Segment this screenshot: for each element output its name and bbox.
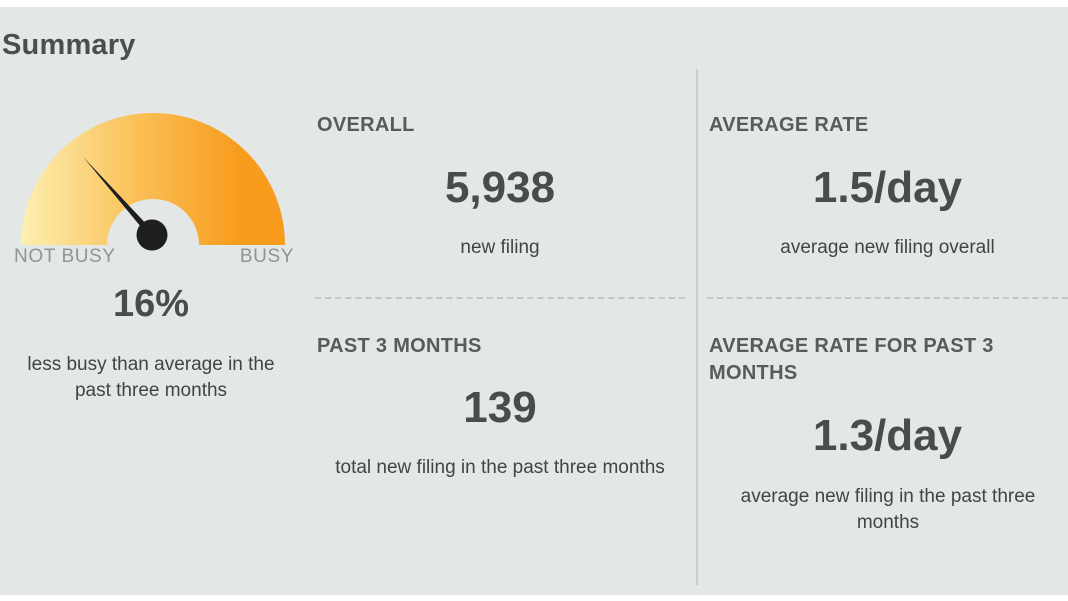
page-title: Summary (2, 29, 136, 61)
gauge-needle-hub (136, 219, 168, 251)
gauge-min-label: NOT BUSY (14, 246, 116, 267)
gauge-scale-labels: NOT BUSY BUSY (14, 246, 294, 268)
gauge-section: NOT BUSY BUSY 16% less busy than average… (0, 7, 302, 595)
rates-column: AVERAGE RATE 1.5/day average new filing … (707, 7, 1068, 595)
stat-caption-overall: new filing (460, 237, 540, 258)
stat-label-past-3-months: PAST 3 MONTHS (317, 335, 482, 357)
stat-caption-average-rate-past-3-months: average new filing in the past three mon… (740, 486, 1036, 534)
gauge-max-label: BUSY (239, 246, 294, 267)
stat-value-average-rate: 1.5/day (812, 163, 963, 212)
stat-value-average-rate-past-3-months: 1.3/day (812, 411, 963, 460)
counts-column: OVERALL 5,938 new filing PAST 3 MONTHS 1… (315, 7, 685, 595)
stat-label-average-rate-past-3-months: AVERAGE RATE FOR PAST 3 MONTHS (709, 335, 994, 384)
busy-gauge-chart (21, 113, 285, 251)
dashed-divider-middle (315, 297, 685, 299)
summary-panel: Summary NOT BUSY BUSY 16% less busy than… (0, 7, 1068, 595)
gauge-caption: less busy than average in the past three… (27, 354, 275, 402)
stat-label-overall: OVERALL (317, 114, 415, 136)
stat-label-average-rate: AVERAGE RATE (709, 114, 869, 136)
gauge-arc (21, 113, 285, 245)
vertical-divider (696, 69, 698, 585)
dashed-divider-right (707, 297, 1068, 299)
stat-value-past-3-months: 139 (463, 383, 537, 432)
stat-caption-past-3-months: total new filing in the past three month… (335, 457, 665, 478)
stat-value-overall: 5,938 (444, 163, 556, 212)
gauge-value: 16% (112, 283, 190, 325)
gauge-needle (83, 156, 155, 238)
stat-caption-average-rate: average new filing overall (780, 237, 995, 258)
